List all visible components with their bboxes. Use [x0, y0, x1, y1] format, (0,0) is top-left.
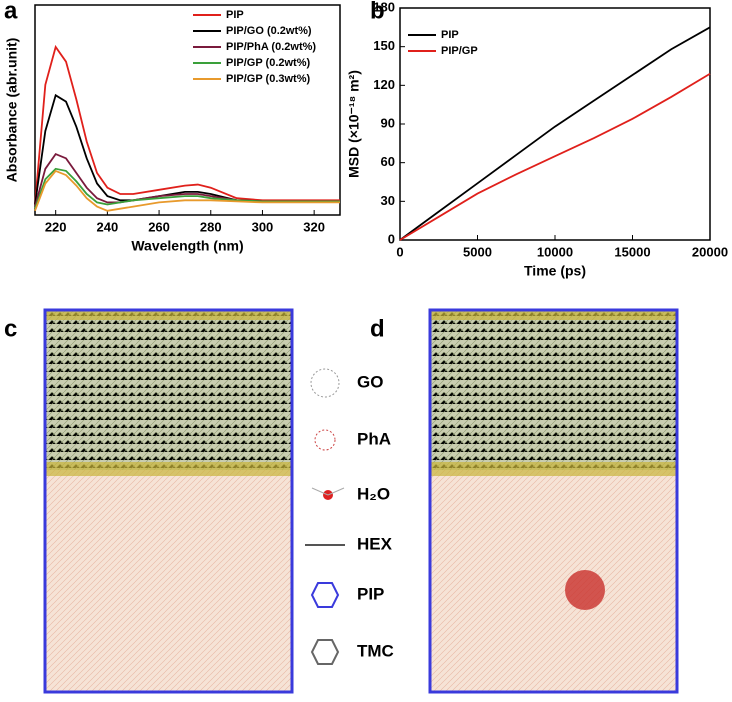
molecule-label: GO — [357, 372, 383, 391]
y-axis-label: Absorbance (abr.unit) — [4, 38, 20, 183]
panel-label: c — [4, 315, 17, 342]
x-tick-label: 260 — [148, 219, 170, 234]
simulation-d — [428, 308, 679, 694]
x-tick-label: 5000 — [463, 244, 492, 259]
panel-label: d — [370, 315, 385, 342]
y-tick-label: 30 — [381, 193, 395, 208]
y-tick-label: 60 — [381, 154, 395, 169]
y-tick-label: 150 — [373, 38, 395, 53]
x-axis-label: Wavelength (nm) — [131, 238, 243, 254]
legend-label: PIP/PhA (0.2wt%) — [226, 41, 316, 53]
molecule-icons — [305, 368, 345, 665]
x-tick-label: 300 — [252, 219, 274, 234]
data-line — [34, 44, 340, 205]
data-line — [34, 167, 340, 209]
molecule-label: H₂O — [357, 484, 390, 503]
legend-label: PIP/GO (0.2wt%) — [226, 25, 312, 37]
plot-frame — [34, 4, 341, 216]
legend-label: PIP/GP (0.3wt%) — [226, 73, 310, 85]
legend-label: PIP/GP — [441, 45, 478, 57]
molecule-label: HEX — [357, 534, 393, 553]
data-line — [34, 169, 340, 212]
x-tick-label: 320 — [303, 219, 325, 234]
y-axis-label: MSD (×10⁻¹⁸ m²) — [346, 70, 362, 178]
x-axis-label: Time (ps) — [524, 263, 586, 279]
y-tick-label: 90 — [381, 115, 395, 130]
y-tick-label: 180 — [373, 0, 395, 14]
data-line — [34, 152, 340, 207]
x-tick-label: 20000 — [692, 244, 728, 259]
x-tick-label: 15000 — [614, 244, 650, 259]
x-tick-label: 10000 — [537, 244, 573, 259]
simulation-c — [43, 308, 294, 694]
x-tick-label: 280 — [200, 219, 222, 234]
legend-label: PIP — [441, 29, 459, 41]
data-line — [399, 72, 711, 241]
molecule-label: PIP — [357, 584, 384, 603]
x-tick-label: 220 — [45, 219, 67, 234]
legend-label: PIP/GP (0.2wt%) — [226, 57, 310, 69]
panel-label: a — [4, 0, 18, 24]
panel-label: b — [370, 0, 385, 24]
molecule-label: TMC — [357, 641, 394, 660]
molecule-label: PhA — [357, 429, 391, 448]
x-tick-label: 0 — [396, 244, 403, 259]
legend-label: PIP — [226, 9, 244, 21]
y-tick-label: 0 — [388, 231, 395, 246]
data-line — [399, 26, 711, 241]
y-tick-label: 120 — [373, 77, 395, 92]
x-tick-label: 240 — [97, 219, 119, 234]
